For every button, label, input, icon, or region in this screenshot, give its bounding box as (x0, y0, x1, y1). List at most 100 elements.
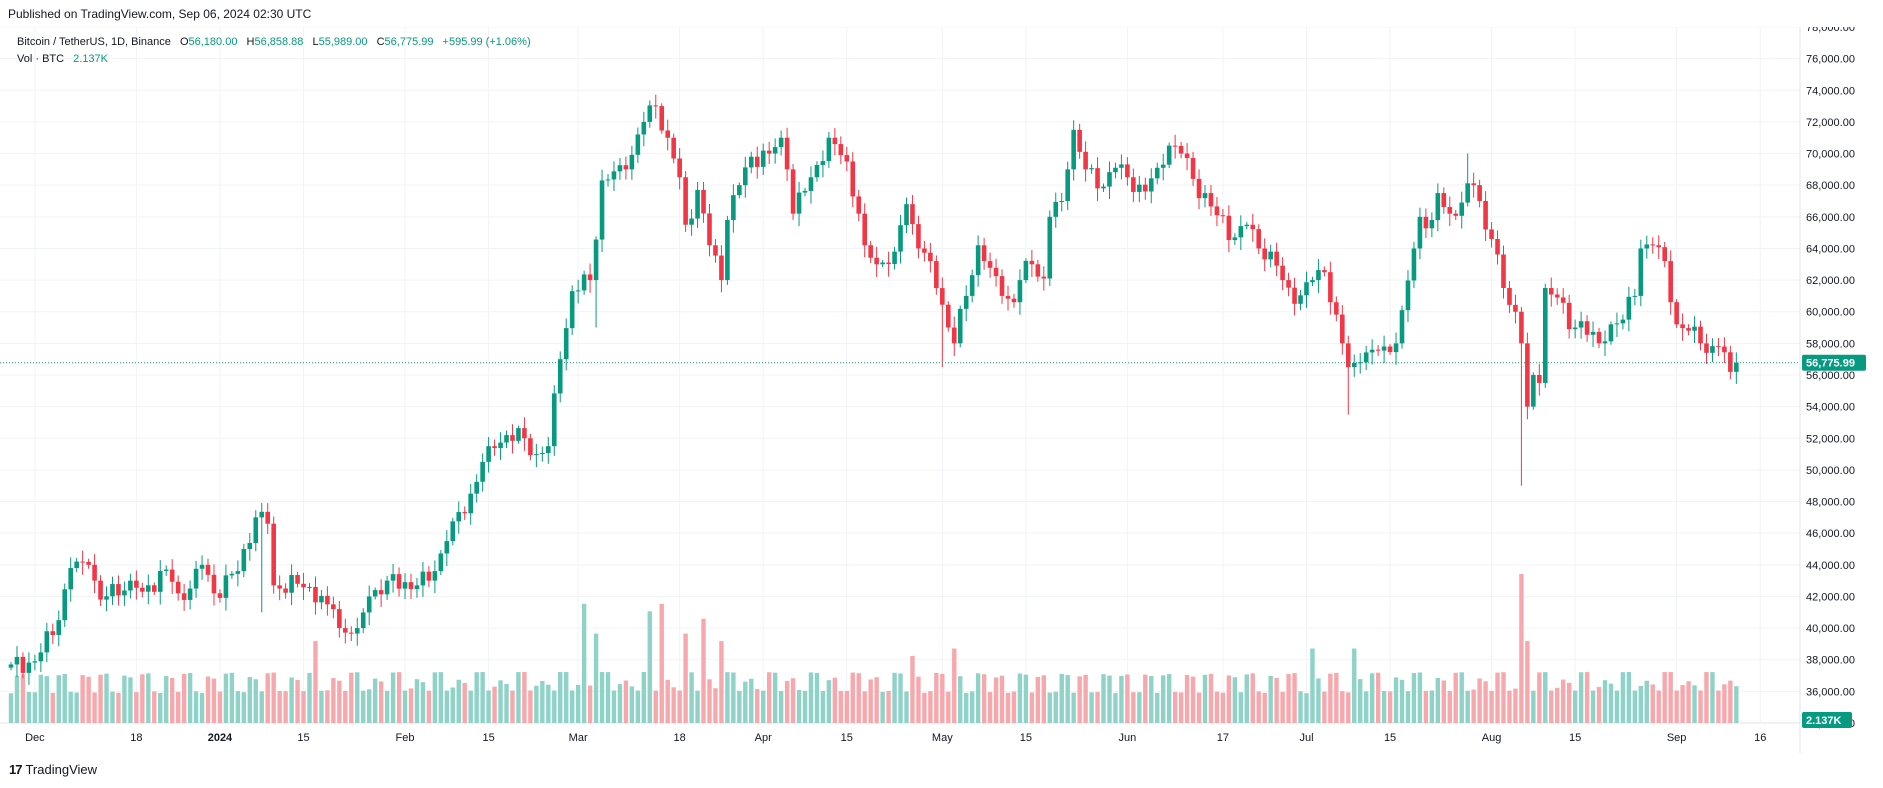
high-value: 56,858.88 (254, 36, 304, 48)
volume-bar (253, 679, 258, 723)
volume-bar (1334, 672, 1339, 723)
symbol-label[interactable]: Bitcoin / TetherUS, 1D, Binance (17, 36, 171, 48)
candle-body (1363, 352, 1369, 363)
candle-body (205, 564, 211, 575)
candle-body (480, 461, 485, 482)
volume-bar (1304, 693, 1309, 723)
candle-body (623, 165, 629, 170)
volume-bar (814, 672, 820, 723)
candle-body (1483, 201, 1488, 230)
volume-bar (1107, 675, 1112, 723)
x-tick-label: 15 (297, 732, 309, 744)
candle-body (540, 453, 545, 455)
candle-body (1226, 215, 1232, 241)
candle-body (1566, 302, 1572, 330)
volume-bar (707, 679, 712, 723)
candle-body (1005, 295, 1011, 299)
volume-bar (1602, 680, 1608, 723)
candle-body (1519, 311, 1524, 344)
candle-body (151, 585, 157, 592)
y-tick-label: 78,000.00 (1806, 27, 1855, 34)
volume-bar (1161, 675, 1166, 723)
y-tick-label: 62,000.00 (1806, 275, 1855, 287)
low-label: L (312, 36, 319, 48)
volume-bar (880, 691, 885, 723)
volume-bar (74, 692, 79, 723)
candle-body (38, 652, 44, 662)
candle-body (408, 582, 414, 590)
volume-bar (743, 681, 748, 723)
volume-bar (784, 680, 790, 723)
volume-bar (146, 673, 151, 723)
y-tick-label: 50,000.00 (1806, 465, 1855, 477)
candle-body (247, 543, 253, 549)
volume-bar (1447, 691, 1452, 723)
candle-body (1501, 254, 1506, 288)
volume-bar (623, 680, 629, 723)
candle-body (1053, 201, 1059, 217)
candle-body (432, 571, 438, 581)
volume-bar (569, 690, 575, 723)
candle-body (563, 328, 569, 360)
candle-body (1734, 362, 1739, 372)
candle-body (384, 580, 390, 595)
candle-body (1154, 167, 1160, 179)
volume-row: Vol · BTC 2.137K (17, 51, 531, 68)
volume-bar (361, 690, 366, 723)
candle-body (1023, 260, 1029, 281)
volume-bar (414, 679, 420, 723)
open-label: O (179, 36, 189, 48)
candle-body (1602, 341, 1608, 344)
volume-bar (1692, 685, 1697, 723)
volume-bar (1089, 692, 1094, 723)
candle-body (886, 262, 891, 264)
x-tick-label: Sep (1667, 732, 1687, 744)
candle-body (1148, 178, 1154, 192)
candle-body (534, 454, 539, 456)
volume-bar (1208, 673, 1214, 723)
volume-bar (838, 690, 844, 723)
candle-body (975, 245, 981, 276)
candle-body (754, 156, 760, 167)
candle-body (438, 553, 444, 572)
volume-bar (259, 691, 264, 723)
volume-bar (1411, 673, 1417, 723)
candle-body (898, 225, 903, 252)
volume-bar (390, 672, 396, 723)
volume-label[interactable]: Vol · BTC (17, 53, 65, 65)
candle-body (1614, 323, 1620, 325)
candle-body (635, 134, 641, 155)
volume-bar (749, 678, 754, 723)
candle-body (1548, 288, 1554, 295)
chart-area[interactable]: 78,000.00 76,000.00 74,000.00 72,000.00 70,0… (0, 27, 1883, 761)
candle-body (611, 171, 617, 180)
candle-body (420, 571, 426, 586)
volume-bar (1584, 672, 1590, 723)
volume-bar (1184, 675, 1190, 723)
tradingview-footer[interactable]: 17 TradingView (9, 762, 97, 777)
volume-bar (295, 679, 300, 723)
volume-bar (164, 676, 169, 723)
candlestick-chart[interactable]: 78,000.00 76,000.00 74,000.00 72,000.00 70,0… (0, 27, 1883, 761)
candle-body (1172, 145, 1178, 147)
volume-bar (898, 673, 903, 723)
volume-bar (593, 633, 599, 723)
candle-body (617, 165, 623, 172)
candle-body (1059, 201, 1065, 202)
candle-body (116, 584, 121, 596)
volume-bar (1143, 674, 1148, 723)
volume-bar (1525, 641, 1530, 723)
candle-body (725, 219, 730, 281)
candle-body (1202, 193, 1208, 199)
candle-body (8, 664, 14, 668)
volume-bar (26, 692, 32, 723)
volume-bar (755, 689, 760, 723)
volume-bar (1531, 690, 1536, 723)
candle-body (910, 204, 915, 225)
candle-body (390, 574, 396, 581)
candle-body (802, 190, 808, 193)
volume-bar (396, 672, 402, 723)
volume-bar (993, 677, 999, 723)
x-tick-label: 15 (841, 732, 853, 744)
candle-body (122, 590, 127, 596)
